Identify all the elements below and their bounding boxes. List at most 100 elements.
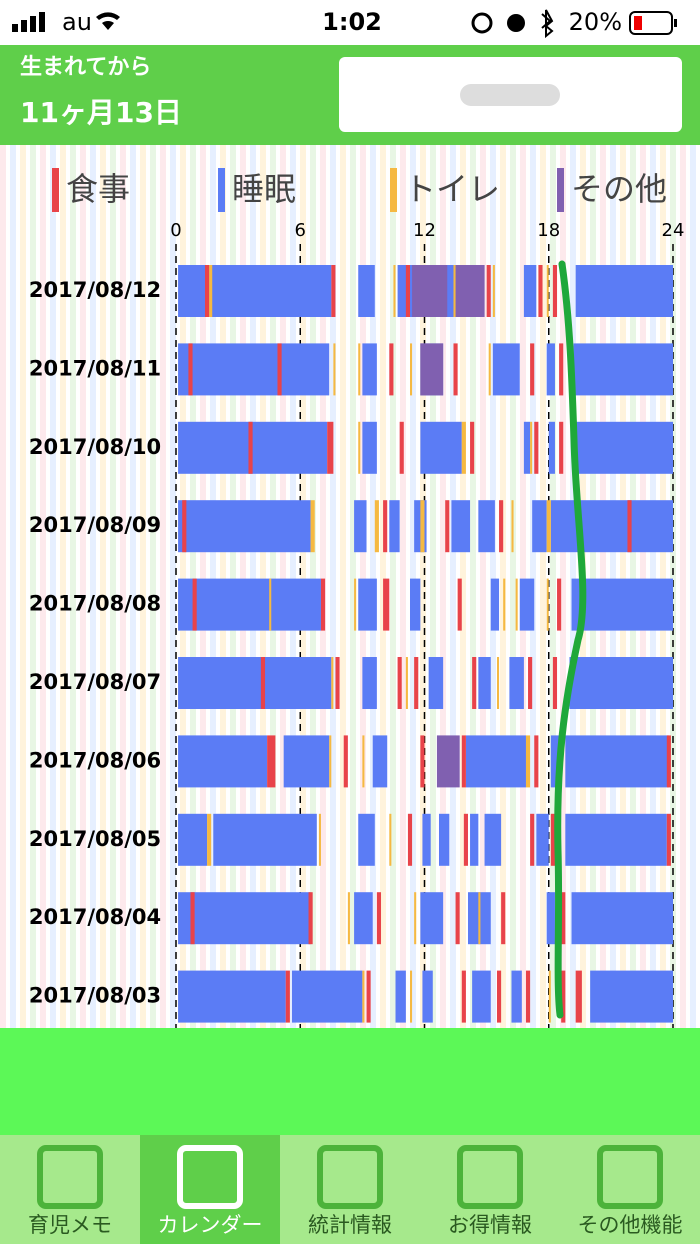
legend-swatch <box>557 168 564 212</box>
segment <box>397 657 402 709</box>
segment <box>354 892 373 945</box>
segment <box>461 735 466 788</box>
tab-label[interactable]: 育児メモ <box>28 1213 112 1237</box>
carrier: au <box>62 8 92 36</box>
segment <box>372 735 388 788</box>
segment <box>470 813 479 866</box>
segment <box>470 421 475 474</box>
row-date: 2017/08/05 <box>29 827 161 851</box>
segment <box>267 735 276 788</box>
segment <box>358 265 375 317</box>
segment <box>552 657 558 709</box>
segment <box>308 892 313 945</box>
status-bar <box>0 0 700 45</box>
blurred-name <box>460 84 560 106</box>
segment <box>366 970 371 1023</box>
segment <box>412 265 448 317</box>
segment <box>478 892 481 945</box>
segment <box>436 735 460 788</box>
segment <box>525 970 531 1023</box>
x-tick-label: 24 <box>662 220 685 241</box>
segment <box>561 892 566 945</box>
tab-icon <box>37 1145 103 1209</box>
bluetooth-icon <box>541 9 554 39</box>
segment <box>530 421 533 474</box>
tab-label[interactable]: お得情報 <box>448 1213 532 1237</box>
x-tick-label: 6 <box>295 220 306 241</box>
lock-icon <box>471 12 493 34</box>
segment <box>496 970 502 1023</box>
segment <box>358 343 361 396</box>
segment <box>422 970 433 1023</box>
segment <box>546 265 549 317</box>
segment <box>453 265 456 317</box>
active-tab <box>140 1135 280 1244</box>
segment <box>565 813 667 866</box>
battery-icon <box>629 11 673 35</box>
segment <box>445 500 450 553</box>
tab-label[interactable]: カレンダー <box>158 1213 263 1237</box>
row-date: 2017/08/04 <box>29 905 161 929</box>
segment <box>523 421 531 474</box>
row-date: 2017/08/11 <box>29 356 161 380</box>
segment <box>182 500 187 553</box>
segment <box>405 657 408 709</box>
timeline-chart: 食事 睡眠 トイレ その他 0 6 12 18 24 2017/08/12 2017/08/11 20… <box>29 168 685 1028</box>
segment <box>552 265 558 317</box>
tab-icon <box>457 1145 523 1209</box>
segment <box>277 343 282 396</box>
segment <box>178 813 208 866</box>
segment <box>461 421 466 474</box>
segment <box>575 265 673 317</box>
segment <box>550 735 562 788</box>
segment <box>525 735 531 788</box>
segment <box>414 657 419 709</box>
segment <box>501 892 506 945</box>
tab-bar <box>0 1135 700 1244</box>
segment <box>374 500 379 553</box>
tab-label[interactable]: 統計情報 <box>308 1213 392 1237</box>
segment <box>327 421 334 474</box>
tab-label[interactable]: その他機能 <box>578 1213 683 1237</box>
segment <box>410 970 413 1023</box>
segment <box>451 500 471 553</box>
row-date: 2017/08/12 <box>29 278 161 302</box>
segment <box>383 578 390 631</box>
segment <box>358 421 361 474</box>
segment <box>548 970 551 1023</box>
segment <box>509 657 524 709</box>
row-date: 2017/08/03 <box>29 984 161 1008</box>
segment <box>420 343 444 396</box>
segment <box>465 735 526 788</box>
segment <box>528 657 533 709</box>
segment <box>178 500 311 553</box>
alarm-icon <box>507 14 525 32</box>
segment <box>455 265 485 317</box>
segment <box>627 500 632 553</box>
segment <box>590 970 673 1023</box>
segment <box>559 343 564 396</box>
segment <box>178 892 311 945</box>
segment <box>331 265 336 317</box>
ad-area <box>0 1028 700 1135</box>
legend-swatch <box>218 168 225 212</box>
segment <box>362 970 365 1023</box>
segment <box>414 892 417 945</box>
segment <box>389 500 400 553</box>
segment <box>546 578 549 631</box>
segment <box>438 813 450 866</box>
segment <box>559 421 564 474</box>
segment <box>503 578 506 631</box>
segment <box>557 578 562 631</box>
legend-swatch <box>52 168 59 212</box>
clock: 1:02 <box>322 8 382 36</box>
tab-icon <box>177 1145 243 1209</box>
segment <box>492 265 495 317</box>
segment <box>575 970 582 1023</box>
segment <box>530 813 535 866</box>
segment <box>178 265 332 317</box>
segment <box>204 265 210 317</box>
segment <box>534 735 539 788</box>
segment <box>333 343 336 396</box>
tab-icon <box>317 1145 383 1209</box>
